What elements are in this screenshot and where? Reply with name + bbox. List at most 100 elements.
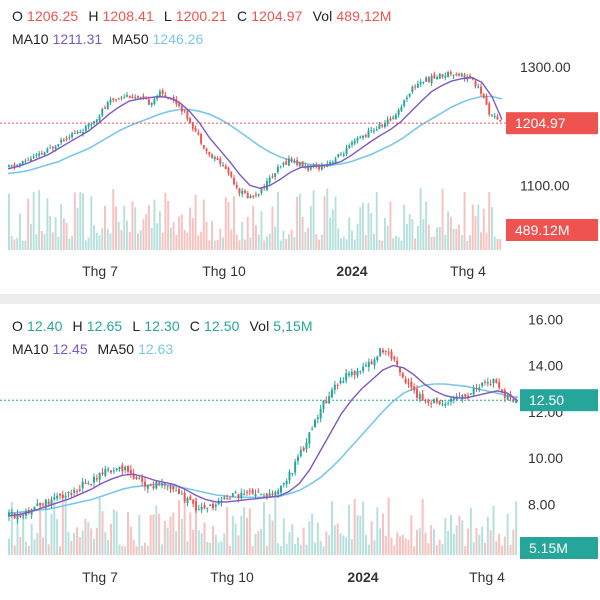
candle-body (211, 154, 214, 158)
low-value: 1200.21 (175, 8, 228, 24)
candle-body (161, 483, 163, 486)
candle-body (376, 356, 379, 360)
volume-bar (235, 234, 238, 250)
volume-bar (397, 237, 400, 250)
candle-body (392, 117, 395, 119)
volume-bar (84, 518, 87, 555)
volume-bar (345, 537, 348, 555)
candle-body (458, 73, 461, 76)
volume-bar (18, 213, 21, 250)
volume-bar (44, 501, 47, 555)
volume-bar (293, 236, 296, 250)
candle-body (449, 72, 452, 75)
volume-bar (84, 240, 87, 250)
candle-body (296, 160, 299, 166)
candle-body (158, 482, 161, 484)
candle-body (396, 360, 399, 365)
volume-bar (370, 212, 373, 250)
candle-body (251, 489, 254, 494)
candle-body (169, 486, 172, 489)
candle-body (481, 382, 484, 386)
volume-bar (348, 504, 350, 555)
volume-bar (90, 196, 93, 250)
candle-body (441, 404, 444, 406)
candle-body (424, 400, 427, 402)
candle-body (447, 71, 450, 78)
candle-body (205, 148, 208, 151)
candle-body (49, 147, 52, 149)
candle-body (444, 403, 447, 406)
candle-body (172, 97, 175, 100)
open-label: O (12, 318, 23, 334)
volume-bar (150, 227, 153, 250)
candle-body (356, 370, 359, 376)
volume-bar (401, 534, 404, 555)
candle-body (200, 134, 203, 144)
volume-bar (418, 528, 421, 555)
volume-bar (491, 207, 493, 250)
candle-body (62, 139, 65, 141)
candle-body (370, 130, 373, 132)
volume-bar (147, 205, 150, 250)
candle-body (224, 165, 227, 170)
volume-bar (466, 240, 469, 250)
volume-bar (326, 188, 329, 250)
candle-body (219, 158, 222, 164)
volume-bar (297, 537, 299, 555)
candle-body (345, 147, 348, 155)
candle-body (27, 159, 30, 161)
candle-body (136, 95, 139, 98)
candle-body (493, 116, 496, 118)
candle-body (307, 165, 310, 171)
candle-body (71, 133, 74, 138)
candle-body (384, 351, 387, 353)
volume-bar (379, 528, 382, 555)
stock-chart-1[interactable]: 1300.00 1100.00 1204.97 489.12M Thg 7 Thg 10 2… (0, 0, 600, 290)
candle-body (112, 470, 115, 472)
candle-body (350, 372, 353, 376)
candle-body (450, 398, 452, 402)
volume-value: 5,15M (273, 318, 313, 334)
volume-bar (353, 498, 356, 555)
volume-bar (392, 238, 395, 250)
last-price-tag (506, 112, 598, 135)
volume-bar (441, 188, 444, 250)
volume-bar (19, 536, 22, 555)
candle-body (277, 490, 280, 495)
volume-bar (274, 226, 277, 250)
candle-body (76, 491, 78, 493)
volume-bar (359, 207, 362, 250)
candle-body (233, 178, 235, 185)
ma-readout: MA10 12.45 MA50 12.63 (12, 341, 179, 357)
candle-body (222, 165, 224, 167)
volume-bar (27, 198, 30, 250)
candle-body (495, 379, 498, 383)
volume-bar (22, 511, 25, 555)
volume-bar (243, 507, 246, 555)
candle-body (73, 132, 76, 134)
volume-bar (197, 530, 200, 555)
candle-body (337, 154, 340, 158)
candle-body (293, 161, 296, 163)
ma50-value: 12.63 (138, 341, 174, 357)
candle-body (132, 473, 135, 479)
volume-bar (118, 544, 121, 555)
candle-body (438, 73, 441, 79)
high-label: H (72, 318, 83, 334)
candle-body (223, 497, 226, 500)
volume-bar (288, 532, 291, 555)
candle-body (430, 403, 433, 405)
volume-bar (308, 521, 311, 555)
candle-body (128, 96, 131, 99)
volume-bar (8, 193, 10, 250)
volume-bar (233, 196, 235, 250)
candle-body (378, 124, 381, 129)
candle-body (87, 482, 90, 484)
volume-bar (203, 522, 206, 555)
volume-bar (375, 191, 378, 250)
volume-bar (191, 218, 194, 250)
chart-canvas-1[interactable]: 1300.00 1100.00 1204.97 489.12M Thg 7 Thg 10 2… (0, 0, 600, 290)
volume-bar (484, 543, 486, 555)
